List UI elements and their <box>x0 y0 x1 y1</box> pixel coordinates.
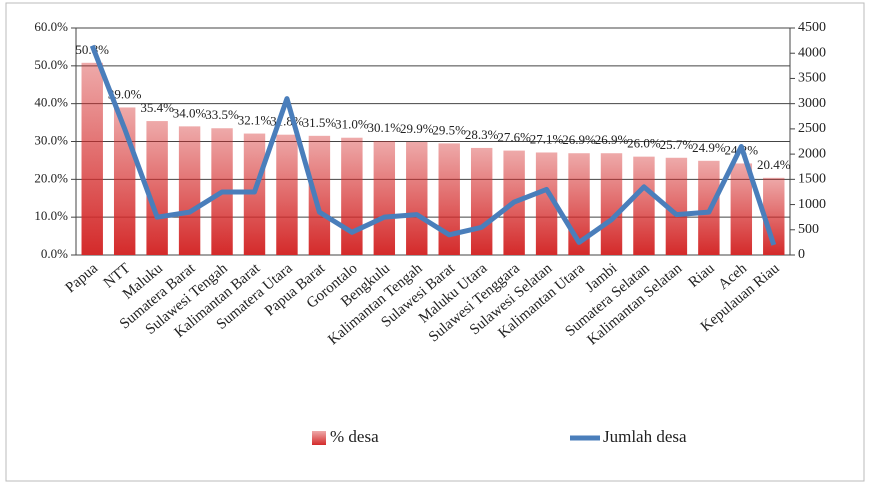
y-tick-label: 60.0% <box>34 19 68 34</box>
y2-tick-label: 3500 <box>798 71 826 86</box>
data-label: 35.4% <box>140 100 174 115</box>
y-tick-label: 20.0% <box>34 170 68 185</box>
data-label: 32.1% <box>238 113 272 128</box>
data-label: 29.5% <box>432 122 466 137</box>
bar <box>406 141 428 255</box>
y2-tick-label: 1000 <box>798 197 826 212</box>
bar <box>373 141 396 255</box>
data-label: 26.0% <box>627 136 661 151</box>
data-label: 25.7% <box>660 137 694 152</box>
y2-tick-label: 2000 <box>798 146 826 161</box>
x-tick-label: Riau <box>686 260 718 291</box>
data-label: 27.6% <box>497 130 531 145</box>
bar <box>146 121 168 255</box>
chart-frame <box>5 2 865 482</box>
y2-tick-label: 0 <box>798 247 805 262</box>
bar <box>470 147 493 255</box>
data-label: 31.5% <box>303 115 337 130</box>
data-label: 31.0% <box>335 117 369 132</box>
legend-label: Jumlah desa <box>603 427 687 446</box>
bar <box>438 143 460 255</box>
bar <box>341 137 363 255</box>
y2-tick-label: 3000 <box>798 96 826 111</box>
y2-tick-label: 4500 <box>798 20 826 35</box>
bar <box>308 135 331 255</box>
bar <box>600 153 623 255</box>
data-label: 20.4% <box>757 157 791 172</box>
bar <box>81 62 103 255</box>
bar <box>535 152 558 255</box>
data-label: 27.1% <box>530 131 564 146</box>
legend-swatch <box>312 431 326 445</box>
y2-tick-label: 500 <box>798 222 819 237</box>
legend-label: % desa <box>330 427 379 446</box>
data-label: 28.3% <box>465 127 499 142</box>
y-tick-label: 50.0% <box>34 57 68 72</box>
x-tick-label: Papua <box>63 260 102 296</box>
data-label: 26.9% <box>595 132 629 147</box>
bar <box>178 126 201 255</box>
data-label: 39.0% <box>108 86 142 101</box>
data-label: 29.9% <box>400 121 434 136</box>
data-label: 24.9% <box>692 140 726 155</box>
data-label: 34.0% <box>173 105 207 120</box>
y-tick-label: 40.0% <box>34 95 68 110</box>
y-tick-label: 30.0% <box>34 132 68 147</box>
data-label: 30.1% <box>368 120 402 135</box>
y-tick-label: 0.0% <box>41 246 68 261</box>
y2-tick-label: 1500 <box>798 172 826 187</box>
y2-tick-label: 4000 <box>798 45 826 60</box>
bar <box>633 156 655 255</box>
line-series <box>89 44 777 246</box>
y2-tick-label: 2500 <box>798 121 826 136</box>
bar <box>730 163 753 255</box>
y-tick-label: 10.0% <box>34 208 68 223</box>
data-label: 33.5% <box>205 107 239 122</box>
bar <box>665 157 688 255</box>
bar <box>276 134 298 255</box>
data-label: 26.9% <box>562 132 596 147</box>
